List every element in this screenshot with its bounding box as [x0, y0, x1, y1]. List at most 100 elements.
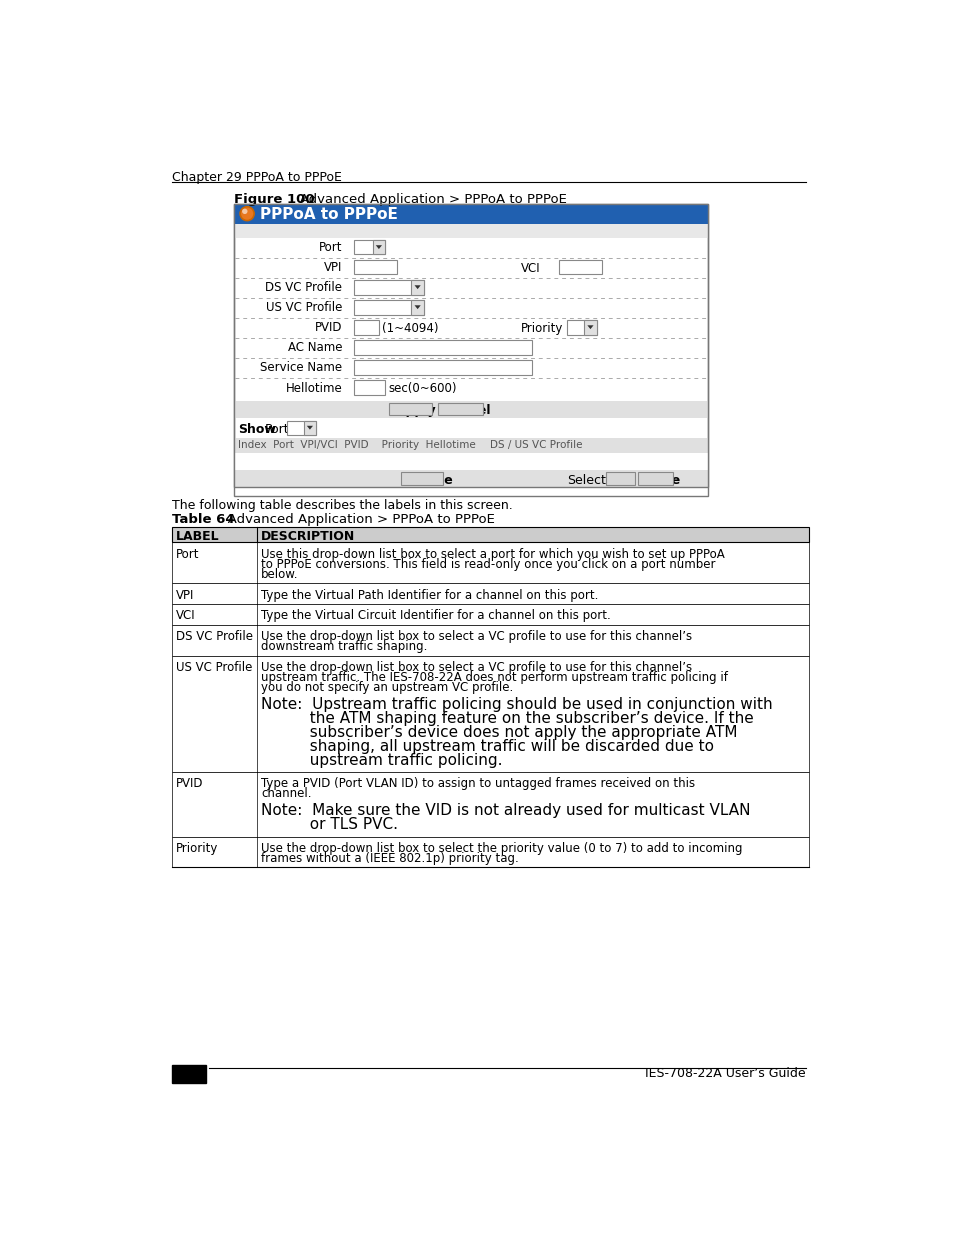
Text: Type the Virtual Circuit Identifier for a channel on this port.: Type the Virtual Circuit Identifier for … — [261, 609, 610, 622]
Text: Figure 100: Figure 100 — [233, 193, 314, 206]
Text: PVID: PVID — [314, 321, 342, 335]
Text: IES-708-22A User’s Guide: IES-708-22A User’s Guide — [644, 1067, 805, 1081]
Text: Service Name: Service Name — [260, 362, 342, 374]
Text: US VC Profile: US VC Profile — [266, 301, 342, 315]
Text: None: None — [644, 473, 680, 487]
Bar — [233, 204, 707, 487]
Bar — [233, 204, 707, 496]
Text: Priority: Priority — [520, 322, 562, 335]
Polygon shape — [375, 246, 381, 249]
Bar — [400, 472, 443, 484]
Text: Port: Port — [318, 241, 342, 254]
Text: downstream traffic shaping.: downstream traffic shaping. — [261, 640, 427, 653]
Polygon shape — [307, 426, 313, 430]
Bar — [389, 403, 431, 415]
Bar — [172, 656, 808, 772]
Bar — [172, 604, 808, 625]
Bar — [605, 472, 635, 484]
Bar — [233, 204, 707, 224]
Bar — [233, 471, 707, 487]
Text: Type a PVID (Port VLAN ID) to assign to untagged frames received on this: Type a PVID (Port VLAN ID) to assign to … — [261, 777, 695, 790]
Text: 600: 600 — [356, 382, 378, 395]
Bar — [354, 240, 385, 254]
Circle shape — [242, 209, 247, 214]
Text: 198: 198 — [177, 1065, 212, 1083]
Bar — [172, 836, 808, 867]
Text: PPPoA to PPPoE: PPPoA to PPPoE — [260, 207, 397, 222]
Text: Show: Show — [237, 424, 275, 436]
Text: Select: Select — [567, 473, 605, 487]
Text: upstream traffic policing.: upstream traffic policing. — [261, 752, 502, 768]
Text: Note:  Make sure the VID is not already used for multicast VLAN: Note: Make sure the VID is not already u… — [261, 804, 750, 819]
Text: DS VC Profile: DS VC Profile — [265, 282, 342, 294]
Text: Hellotime: Hellotime — [285, 382, 342, 394]
Text: Use the drop-down list box to select a VC profile to use for this channel’s: Use the drop-down list box to select a V… — [261, 661, 692, 674]
Bar — [638, 472, 672, 484]
Bar — [411, 300, 423, 315]
Bar — [354, 380, 385, 395]
Text: Use the drop-down list box to select the priority value (0 to 7) to add to incom: Use the drop-down list box to select the… — [261, 842, 741, 855]
Bar — [354, 259, 396, 274]
Bar — [233, 453, 707, 471]
Bar — [172, 772, 808, 836]
Text: Port: Port — [175, 548, 199, 561]
Text: PVID: PVID — [175, 777, 203, 790]
Text: DESCRIPTION: DESCRIPTION — [261, 530, 355, 543]
Text: the ATM shaping feature on the subscriber’s device. If the: the ATM shaping feature on the subscribe… — [261, 711, 753, 726]
Polygon shape — [587, 325, 593, 330]
Bar — [233, 437, 707, 453]
Text: VCI: VCI — [175, 609, 195, 622]
Bar — [172, 1065, 206, 1083]
Text: Table 64: Table 64 — [172, 514, 234, 526]
Text: Note:  Upstream traffic policing should be used in conjunction with: Note: Upstream traffic policing should b… — [261, 698, 772, 713]
Text: Use the drop-down list box to select a VC profile to use for this channel’s: Use the drop-down list box to select a V… — [261, 630, 692, 643]
Text: VPI: VPI — [324, 262, 342, 274]
Text: 1: 1 — [356, 322, 363, 335]
Text: 0: 0 — [561, 262, 569, 274]
Text: Index  Port  VPI/VCI  PVID    Priority  Hellotime: Index Port VPI/VCI PVID Priority Helloti… — [237, 440, 476, 450]
Bar — [172, 527, 808, 542]
Text: AC Name: AC Name — [288, 341, 342, 354]
Text: 1: 1 — [356, 242, 363, 254]
Bar — [233, 224, 707, 237]
Bar — [354, 359, 532, 374]
Text: sec(0~600): sec(0~600) — [388, 383, 456, 395]
Text: (1~4094): (1~4094) — [381, 322, 438, 335]
Text: frames without a (IEEE 802.1p) priority tag.: frames without a (IEEE 802.1p) priority … — [261, 852, 518, 864]
Text: shaping, all upstream traffic will be discarded due to: shaping, all upstream traffic will be di… — [261, 739, 714, 753]
Text: VPI: VPI — [175, 589, 194, 601]
Bar — [286, 421, 315, 435]
Polygon shape — [415, 285, 420, 289]
Text: Delete: Delete — [408, 473, 454, 487]
Bar — [233, 401, 707, 417]
Text: The following table describes the labels in this screen.: The following table describes the labels… — [172, 499, 512, 513]
Text: below.: below. — [261, 568, 298, 580]
Text: upstream traffic. The IES-708-22A does not perform upstream traffic policing if: upstream traffic. The IES-708-22A does n… — [261, 671, 727, 684]
Text: VCI: VCI — [520, 262, 539, 275]
Text: Use this drop-down list box to select a port for which you wish to set up PPPoA: Use this drop-down list box to select a … — [261, 548, 724, 561]
Text: or TLS PVC.: or TLS PVC. — [261, 818, 397, 832]
Bar — [354, 300, 423, 315]
Bar — [303, 421, 315, 435]
Bar — [172, 583, 808, 604]
Text: –: – — [356, 301, 362, 315]
Text: 0: 0 — [356, 262, 363, 274]
Text: Cancel: Cancel — [444, 404, 491, 417]
Bar — [354, 320, 378, 335]
Bar — [354, 280, 423, 294]
Bar — [583, 320, 596, 335]
Bar — [172, 542, 808, 583]
Text: Port: Port — [265, 424, 290, 436]
Text: All: All — [289, 422, 303, 436]
Text: DS VC Profile: DS VC Profile — [175, 630, 253, 643]
Bar — [558, 259, 601, 274]
Text: DS / US VC Profile: DS / US VC Profile — [489, 440, 581, 450]
Text: Advanced Application > PPPoA to PPPoE: Advanced Application > PPPoA to PPPoE — [286, 193, 566, 206]
Text: DEFVAL: DEFVAL — [356, 282, 401, 295]
Bar — [411, 280, 423, 294]
Text: you do not specify an upstream VC profile.: you do not specify an upstream VC profil… — [261, 680, 513, 694]
Text: subscriber’s device does not apply the appropriate ATM: subscriber’s device does not apply the a… — [261, 725, 737, 740]
Text: Chapter 29 PPPoA to PPPoE: Chapter 29 PPPoA to PPPoE — [172, 172, 341, 184]
Bar — [567, 320, 596, 335]
Text: to PPPoE conversions. This field is read-only once you click on a port number: to PPPoE conversions. This field is read… — [261, 558, 715, 571]
